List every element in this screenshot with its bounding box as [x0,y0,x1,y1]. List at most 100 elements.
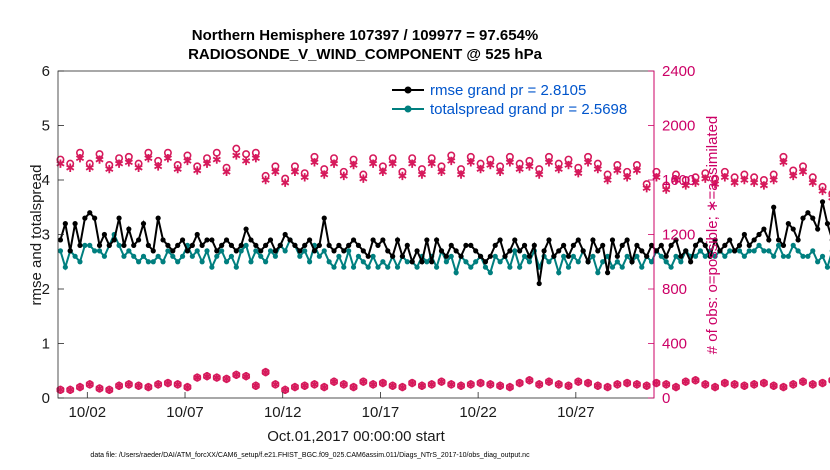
rmse-point [585,259,591,265]
totalspread-point [702,253,708,259]
totalspread-point [624,253,630,259]
totalspread-point [473,259,479,265]
rmse-point [443,253,449,259]
rmse-point [126,226,132,232]
rmse-point [96,242,103,248]
obs-assimilated-marker [515,378,524,388]
obs-assimilated-marker [623,173,632,182]
legend-spread-marker [404,105,412,113]
obs-assimilated-marker [398,382,407,392]
rmse-point [458,253,464,259]
obs-assimilated-marker [320,382,329,392]
obs-assimilated-marker [720,378,729,388]
rmse-point [209,237,215,243]
rmse-point [438,248,445,254]
rmse-point [350,237,357,243]
rmse-point [223,237,230,243]
rmse-point [624,237,630,243]
totalspread-point [101,253,108,259]
obs-assimilated-marker [105,164,114,174]
obs-assimilated-marker [779,382,788,392]
obs-assimilated-marker [691,178,700,187]
totalspread-point [404,259,410,265]
rmse-point [815,226,821,232]
totalspread-point [448,253,454,259]
obs-assimilated-marker [388,381,397,390]
totalspread-point [346,248,352,254]
rmse-point [688,259,694,265]
obs-assimilated-marker [740,381,749,390]
obs-assimilated-marker [359,174,368,183]
rmse-point [570,242,576,248]
y-tick-label-right: 800 [662,281,687,298]
obs-assimilated-marker [564,160,573,170]
obs-assimilated-marker [701,174,710,183]
rmse-point [72,221,78,227]
y-tick-label-right: 400 [662,336,687,353]
obs-assimilated-marker [329,159,339,168]
obs-assimilated-marker [241,156,251,166]
totalspread-point [365,264,371,270]
rmse-point [507,248,513,254]
obs-assimilated-marker [437,167,446,177]
totalspread-point [819,253,826,259]
rmse-point [517,248,523,254]
rmse-point [282,231,288,238]
obs-assimilated-marker [564,381,573,390]
y-tick-label-left: 5 [42,118,50,135]
rmse-point [116,215,122,221]
rmse-point [121,242,127,248]
obs-assimilated-marker [281,178,290,187]
obs-assimilated-marker [320,170,329,179]
y-tick-label-right: 2000 [662,118,695,135]
obs-assimilated-marker [818,378,827,388]
totalspread-point [614,259,620,265]
obs-assimilated-marker [476,378,485,388]
rmse-point [404,242,410,248]
totalspread-point [62,264,68,270]
obs-assimilated-marker [515,164,524,174]
totalspread-point [326,259,332,265]
totalspread-point [600,259,606,265]
obs-assimilated-marker [769,381,778,390]
rmse-point [370,237,376,243]
x-tick-label: 10/07 [166,404,204,421]
obs-assimilated-marker [105,385,114,395]
obs-assimilated-marker [349,382,358,392]
obs-assimilated-marker [329,377,339,386]
obs-assimilated-marker [66,385,75,395]
obs-assimilated-marker [603,175,612,185]
rmse-point [140,221,147,227]
obs-assimilated-marker [212,373,221,382]
obs-assimilated-marker [789,171,798,181]
rmse-point [697,237,704,243]
rmse-point [463,242,469,248]
obs-assimilated-marker [496,167,505,177]
y-tick-label-left: 0 [42,390,50,407]
obs-assimilated-marker [281,385,290,395]
obs-assimilated-marker [339,380,348,389]
totalspread-point [72,253,78,259]
totalspread-point [482,264,489,270]
obs-assimilated-marker [691,376,700,385]
rmse-point [805,210,811,216]
totalspread-point [170,253,176,259]
obs-assimilated-marker [750,380,759,389]
totalspread-point [775,242,782,248]
rmse-point [614,253,620,259]
rmse-line [59,201,830,284]
totalspread-point [394,264,401,270]
rmse-point [429,259,435,265]
obs-assimilated-marker [95,384,104,393]
rmse-point [795,237,801,243]
obs-assimilated-marker [222,167,231,177]
totalspread-point [722,253,728,259]
legend-rmse-label: rmse grand pr = 2.8105 [430,82,586,99]
rmse-point [497,237,503,243]
obs-assimilated-marker [447,156,456,166]
totalspread-point [321,248,327,254]
rmse-point [785,221,791,227]
rmse-point [380,237,386,243]
rmse-point [473,248,479,254]
obs-assimilated-marker [75,382,85,392]
